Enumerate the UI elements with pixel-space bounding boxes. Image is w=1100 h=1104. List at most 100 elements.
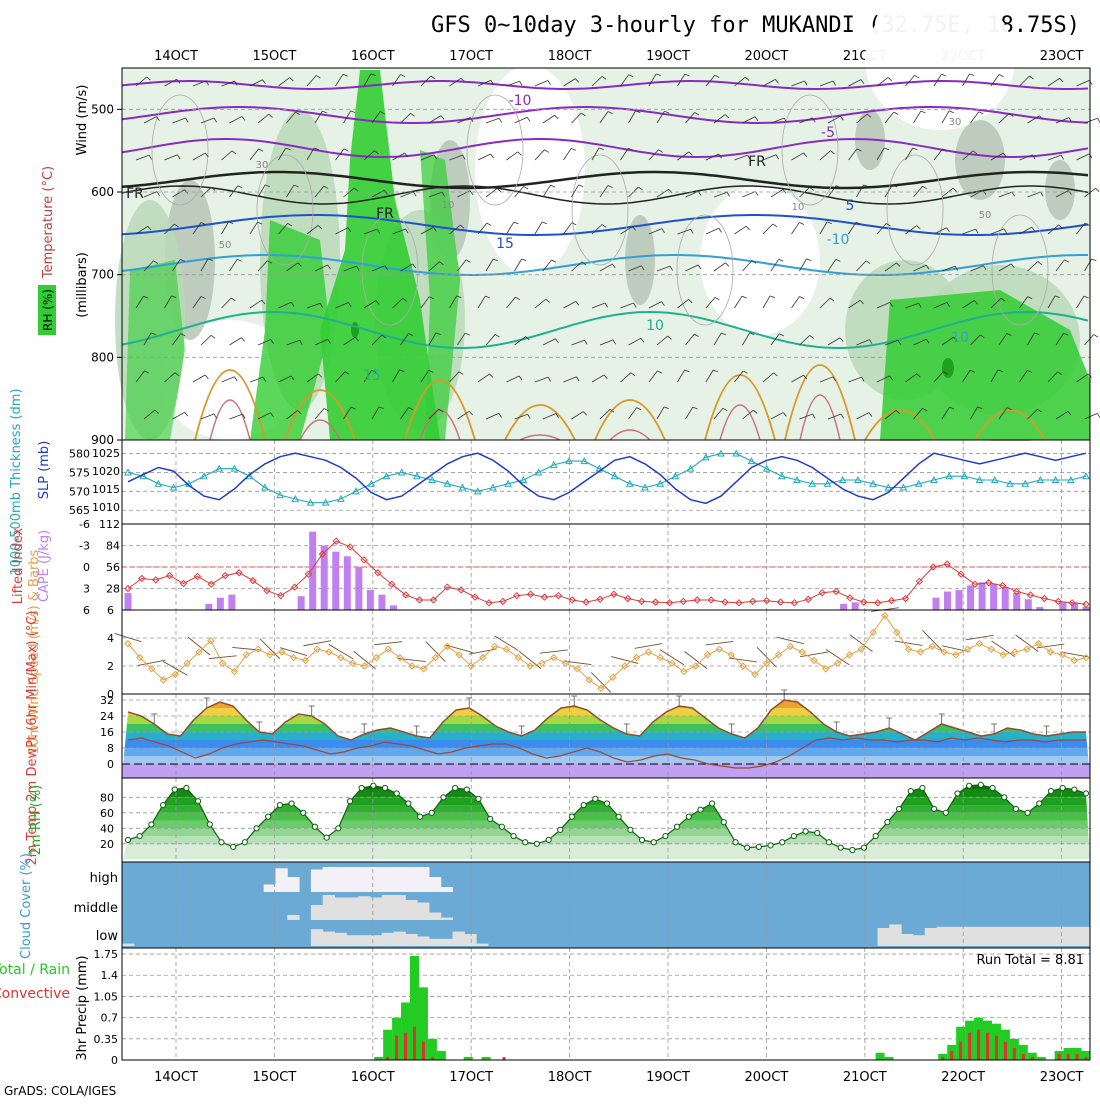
wind-barb-flag: [697, 264, 702, 270]
thickness-point: [352, 487, 360, 495]
wind-barb-flag: [154, 409, 159, 414]
wind-barb: [734, 295, 743, 309]
rh2m-point: [428, 809, 435, 816]
rh2m-point: [230, 843, 237, 851]
wind-barb-flag: [555, 338, 559, 343]
thickness-point: [276, 491, 284, 499]
lifted-index-point: [943, 560, 951, 568]
wind-barb-flag: [1006, 333, 1012, 336]
wind-barb-flag: [143, 295, 149, 299]
wind-barb: [742, 191, 756, 198]
wind-barb-flag: [518, 375, 523, 381]
wind-barb-flag: [413, 191, 417, 197]
wind-barb: [770, 189, 784, 198]
wind-barb: [990, 74, 1000, 87]
wind-barb: [884, 184, 893, 198]
thickness-point: [382, 472, 391, 480]
wind-barb-flag: [1002, 152, 1007, 158]
lifted-index-point: [193, 572, 202, 581]
wind-barb-flag: [722, 407, 728, 412]
cloud-cell-high: [440, 887, 454, 892]
thickness-point: [504, 479, 513, 487]
wind-barb: [970, 111, 980, 124]
wind-barb: [363, 300, 377, 309]
wind-barb: [990, 228, 1005, 235]
wind-barb: [628, 407, 638, 420]
wind-barb: [514, 258, 523, 272]
wind-barb: [1027, 261, 1039, 272]
wind-speed-point: [467, 662, 475, 670]
cape-bar: [297, 596, 305, 610]
cape-axis-label: CAPE (J/kg): [37, 530, 52, 602]
wind-barb-10m: [705, 641, 734, 646]
wind-speed-point: [195, 648, 203, 656]
pressure-tick-label: 500: [91, 102, 114, 116]
wind-barb-flag: [724, 114, 730, 119]
rh2m-point: [907, 788, 914, 795]
wind-barb-flag: [1057, 371, 1063, 375]
cape-bar: [1036, 606, 1044, 610]
rh2m-point: [720, 819, 727, 826]
wind-speed-point: [585, 676, 593, 684]
wind-barb: [990, 297, 1002, 309]
cloud-cell-high: [287, 877, 300, 892]
rh2m-point: [416, 813, 424, 820]
wind-barb: [941, 336, 954, 346]
wind-barb-flag: [636, 407, 642, 411]
wind-barb: [1019, 226, 1032, 235]
wind-speed-point: [928, 642, 936, 651]
thickness-tick: 575: [69, 466, 90, 479]
wind-speed-point: [136, 653, 144, 662]
wind-barb: [164, 295, 172, 309]
cloud-cell-high: [334, 867, 347, 892]
wind-barb: [770, 412, 784, 420]
thickness-point: [337, 494, 345, 502]
wind-barb-flag: [1068, 117, 1072, 123]
isotherm-25-arch: [609, 429, 651, 441]
wind-barb: [514, 116, 528, 124]
wind-barb: [485, 334, 496, 346]
wind-barb: [257, 113, 270, 124]
wind-barb-flag: [523, 186, 529, 190]
wind-barb: [278, 375, 292, 383]
cloud-cell-middle: [334, 897, 347, 920]
precip-axis-label: 3hr Precip (mm): [75, 955, 90, 1060]
wind-barb-flag: [261, 299, 266, 305]
wind-barb: [164, 78, 177, 87]
wind-barb: [221, 80, 235, 87]
wind-barb-flag: [342, 73, 348, 77]
wind-barb-flag: [290, 302, 295, 307]
wind-speed-point: [904, 645, 913, 653]
wind-barb: [734, 370, 744, 383]
wind-barb-flag: [402, 298, 407, 302]
wind-barb-flag: [213, 117, 217, 123]
rh2m-axis-label: 2m RH (%): [29, 785, 44, 856]
rh-contour: [676, 214, 734, 326]
wind-barb-flag: [381, 334, 387, 339]
lifted-index-point: [415, 596, 424, 604]
wind-barb-flag: [832, 80, 836, 86]
wind-barb: [656, 188, 669, 198]
wind-barb: [677, 299, 689, 309]
cloud-cell-middle: [369, 897, 383, 920]
wind-barb: [762, 79, 776, 87]
wind-barb-flag: [1063, 332, 1069, 336]
wind-tick: 0: [107, 688, 114, 701]
wind-barb-flag: [554, 114, 559, 120]
wind-barb-flag: [922, 185, 927, 190]
wind-speed-point: [833, 659, 842, 667]
wind-barb-flag: [290, 375, 295, 381]
wind-barb-flag: [866, 113, 872, 118]
cloud-cell-high: [405, 867, 418, 892]
cape-bar: [1024, 599, 1032, 610]
cape-bar: [967, 585, 975, 610]
wind-barb: [962, 73, 970, 87]
cape-tick: 112: [99, 518, 120, 531]
wind-barb: [970, 265, 984, 272]
wind-barb: [599, 339, 614, 346]
lifted-index-point: [152, 576, 160, 584]
cloud-cell-middle: [440, 917, 454, 920]
wind-barb-flag: [718, 153, 722, 159]
wind-barb: [420, 227, 434, 235]
wind-barb: [306, 147, 315, 161]
